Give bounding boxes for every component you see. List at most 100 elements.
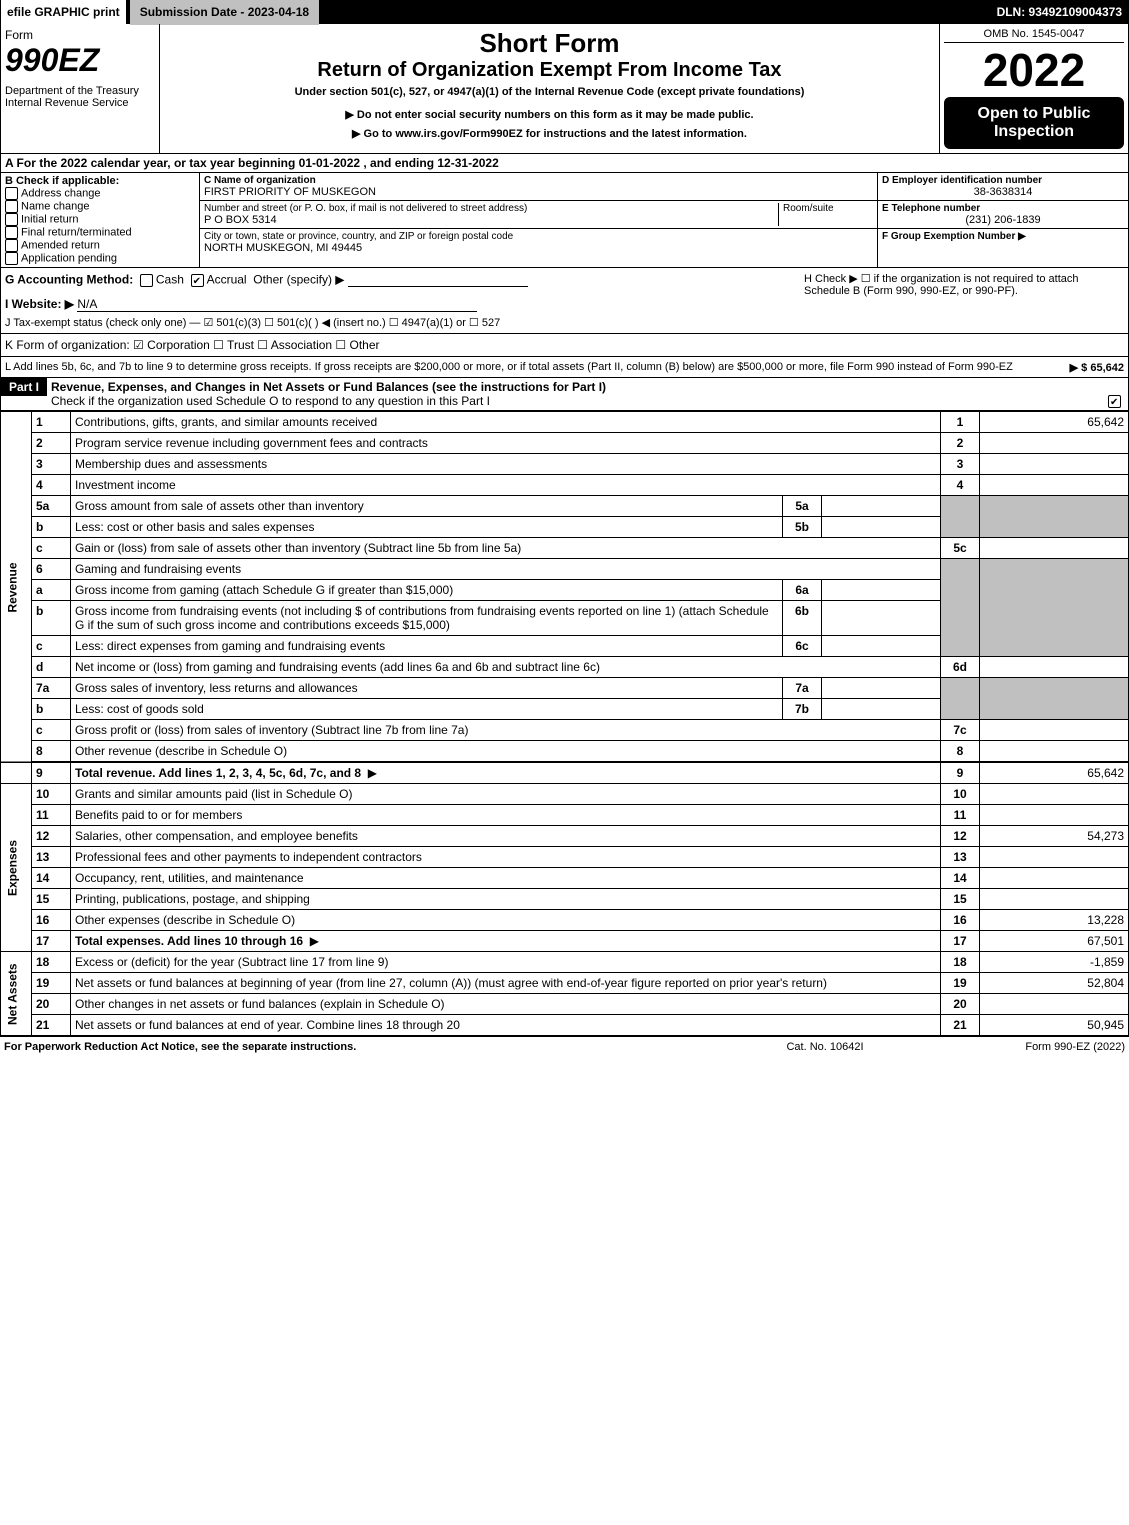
line-box: 16	[941, 910, 980, 931]
inspection-box: Open to Public Inspection	[944, 97, 1124, 149]
side-expenses: Expenses	[1, 784, 32, 952]
line-box: 12	[941, 826, 980, 847]
line-desc: Grants and similar amounts paid (list in…	[75, 787, 352, 801]
top-bar: efile GRAPHIC print Submission Date - 20…	[0, 0, 1129, 24]
line-desc: Gaming and fundraising events	[75, 562, 241, 576]
line-smallbox-val	[822, 496, 941, 517]
line-smallbox: 7b	[783, 699, 822, 720]
line-val: 54,273	[980, 826, 1129, 847]
line-desc: Salaries, other compensation, and employ…	[75, 829, 358, 843]
line-box: 20	[941, 994, 980, 1015]
line-smallbox-val	[822, 580, 941, 601]
section-g: G Accounting Method: Cash Accrual Other …	[5, 272, 796, 287]
line-smallbox: 6b	[783, 601, 822, 636]
line-desc: Gross amount from sale of assets other t…	[75, 499, 364, 513]
check-label: Name change	[21, 200, 90, 212]
line-desc: Other expenses (describe in Schedule O)	[75, 913, 295, 927]
part1-check[interactable]	[1108, 395, 1121, 408]
line-no: 13	[32, 847, 71, 868]
check-label: Initial return	[21, 213, 78, 225]
line-val	[980, 868, 1129, 889]
line-val	[980, 433, 1129, 454]
section-l-row: L Add lines 5b, 6c, and 7b to line 9 to …	[0, 357, 1129, 378]
line-no: 18	[32, 952, 71, 973]
line-desc: Gross income from gaming (attach Schedul…	[75, 583, 453, 597]
footer-mid: Cat. No. 10642I	[725, 1041, 925, 1053]
header-center: Short Form Return of Organization Exempt…	[160, 24, 940, 153]
line-no: 14	[32, 868, 71, 889]
line-val	[980, 720, 1129, 741]
warn-ssn: ▶ Do not enter social security numbers o…	[164, 108, 935, 121]
line-smallbox: 6c	[783, 636, 822, 657]
line-box: 19	[941, 973, 980, 994]
line-val	[980, 657, 1129, 678]
line-no: 5a	[32, 496, 71, 517]
accrual-label: Accrual	[207, 273, 247, 287]
line-box: 3	[941, 454, 980, 475]
line-no: b	[32, 517, 71, 538]
line-no: c	[32, 538, 71, 559]
line-smallbox-val	[822, 517, 941, 538]
part1-lines-table: Revenue 1 Contributions, gifts, grants, …	[0, 411, 1129, 1036]
footer-left: For Paperwork Reduction Act Notice, see …	[4, 1041, 725, 1053]
row-bcdef: B Check if applicable: Address change Na…	[0, 173, 1129, 268]
line-desc: Less: cost of goods sold	[75, 702, 204, 716]
omb-number: OMB No. 1545-0047	[944, 28, 1124, 43]
line-box: 18	[941, 952, 980, 973]
line-no: 8	[32, 741, 71, 763]
line-val: -1,859	[980, 952, 1129, 973]
city: NORTH MUSKEGON, MI 49445	[204, 242, 873, 254]
line-val	[980, 538, 1129, 559]
check-label: Final return/terminated	[21, 226, 132, 238]
form-subtitle: Return of Organization Exempt From Incom…	[164, 59, 935, 82]
line-desc: Less: direct expenses from gaming and fu…	[75, 639, 385, 653]
check-name-change[interactable]: Name change	[5, 200, 195, 213]
line-smallbox-val	[822, 636, 941, 657]
header-left: Form 990EZ Department of the Treasury In…	[1, 24, 160, 153]
line-box: 9	[941, 762, 980, 784]
line-no: 11	[32, 805, 71, 826]
efile-label: efile GRAPHIC print	[1, 0, 126, 25]
section-ghijkl: G Accounting Method: Cash Accrual Other …	[0, 268, 1129, 334]
section-l-text: L Add lines 5b, 6c, and 7b to line 9 to …	[5, 361, 1013, 373]
line-box: 13	[941, 847, 980, 868]
line-val: 65,642	[980, 412, 1129, 433]
form-word: Form	[5, 28, 155, 42]
check-initial-return[interactable]: Initial return	[5, 213, 195, 226]
line-box: 14	[941, 868, 980, 889]
check-final-return[interactable]: Final return/terminated	[5, 226, 195, 239]
section-b: B Check if applicable: Address change Na…	[1, 173, 200, 267]
line-desc: Gain or (loss) from sale of assets other…	[75, 541, 521, 555]
irs-label: Internal Revenue Service	[5, 97, 155, 109]
accounting-label: G Accounting Method:	[5, 273, 133, 287]
line-val	[980, 994, 1129, 1015]
line-val: 65,642	[980, 762, 1129, 784]
line-no: 9	[32, 762, 71, 784]
check-application-pending[interactable]: Application pending	[5, 252, 195, 265]
check-address-change[interactable]: Address change	[5, 187, 195, 200]
section-k-row: K Form of organization: ☑ Corporation ☐ …	[0, 334, 1129, 357]
line-no: c	[32, 636, 71, 657]
other-specify-blank[interactable]	[348, 272, 528, 287]
line-smallbox: 7a	[783, 678, 822, 699]
header-right: OMB No. 1545-0047 2022 Open to Public In…	[940, 24, 1128, 153]
line-smallbox: 6a	[783, 580, 822, 601]
line-box: 2	[941, 433, 980, 454]
shaded-cell	[941, 678, 980, 720]
line-desc: Total revenue. Add lines 1, 2, 3, 4, 5c,…	[75, 766, 361, 780]
line-val: 13,228	[980, 910, 1129, 931]
line-box: 17	[941, 931, 980, 952]
line-desc: Total expenses. Add lines 10 through 16	[75, 934, 303, 948]
dln: DLN: 93492109004373	[997, 5, 1128, 19]
line-val	[980, 475, 1129, 496]
tax-year: 2022	[944, 43, 1124, 97]
line-box: 15	[941, 889, 980, 910]
line-desc: Investment income	[75, 478, 176, 492]
section-j: J Tax-exempt status (check only one) — ☑…	[5, 316, 796, 329]
line-smallbox: 5b	[783, 517, 822, 538]
line-no: 15	[32, 889, 71, 910]
line-val	[980, 889, 1129, 910]
check-amended-return[interactable]: Amended return	[5, 239, 195, 252]
line-box: 4	[941, 475, 980, 496]
part1-label: Part I	[1, 378, 47, 396]
